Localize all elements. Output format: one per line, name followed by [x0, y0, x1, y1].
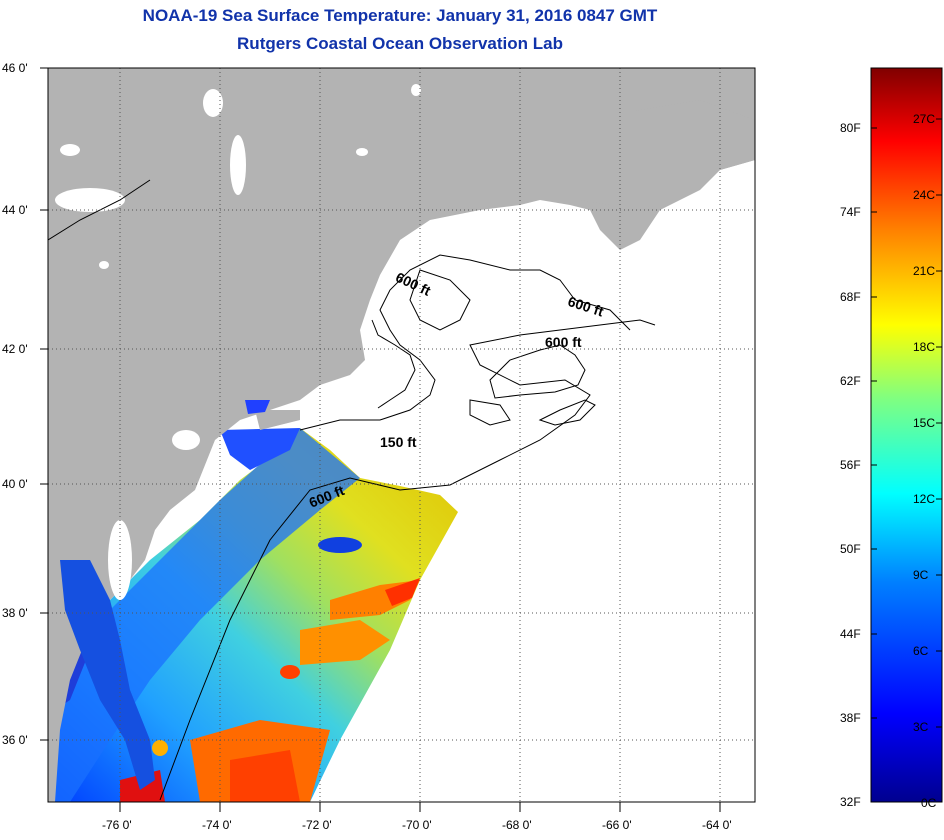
colorbar-c-label: 27C: [913, 112, 936, 126]
colorbar-f-label: 62F: [840, 374, 861, 388]
colorbar-f-label: 32F: [840, 795, 861, 809]
bathymetry-contours: [48, 179, 656, 801]
chart-subtitle: Rutgers Coastal Ocean Observation Lab: [237, 34, 563, 53]
sst-swath: [55, 428, 458, 802]
colorbar-c-label: 15C: [913, 416, 936, 430]
lat-label: 42 0': [2, 342, 28, 356]
colorbar-c-label: 3C: [913, 720, 929, 734]
colorbar-f-label: 68F: [840, 290, 861, 304]
colorbar-f-label: 56F: [840, 458, 861, 472]
colorbar-f-label: 44F: [840, 627, 861, 641]
lon-label: -76 0': [102, 818, 132, 832]
lon-label: -72 0': [302, 818, 332, 832]
lat-label: 38 0': [2, 606, 28, 620]
map-frame: [47, 67, 756, 803]
colorbar-c-label: 12C: [913, 492, 936, 506]
lat-label: 46 0': [2, 61, 28, 75]
colorbar-c-label: 9C: [913, 568, 929, 582]
colorbar-c-label: 24C: [913, 188, 936, 202]
contour-label: 600 ft: [545, 334, 582, 350]
lon-label: -70 0': [402, 818, 432, 832]
colorbar-c-label: 0C: [921, 796, 937, 810]
land: [48, 68, 755, 802]
lat-label: 44 0': [2, 203, 28, 217]
lat-label: 36 0': [2, 733, 28, 747]
colorbar-f-label: 38F: [840, 711, 861, 725]
colorbar-f-label: 50F: [840, 542, 861, 556]
color-bar: [870, 67, 943, 803]
long-island-sound: [245, 400, 270, 414]
colorbar-f-label: 74F: [840, 205, 861, 219]
lon-label: -68 0': [502, 818, 532, 832]
colorbar-c-label: 6C: [913, 644, 929, 658]
lat-label: 40 0': [2, 477, 28, 491]
colorbar-c-label: 21C: [913, 264, 936, 278]
lon-label: -66 0': [602, 818, 632, 832]
axis-ticks: [40, 67, 721, 812]
colorbar-f-label: 80F: [840, 121, 861, 135]
contour-label: 150 ft: [380, 434, 417, 450]
chart-title: NOAA-19 Sea Surface Temperature: January…: [142, 6, 658, 25]
colorbar-c-label: 18C: [913, 340, 936, 354]
lon-label: -64 0': [702, 818, 732, 832]
chesapeake-bay: [60, 560, 155, 790]
lon-label: -74 0': [202, 818, 232, 832]
